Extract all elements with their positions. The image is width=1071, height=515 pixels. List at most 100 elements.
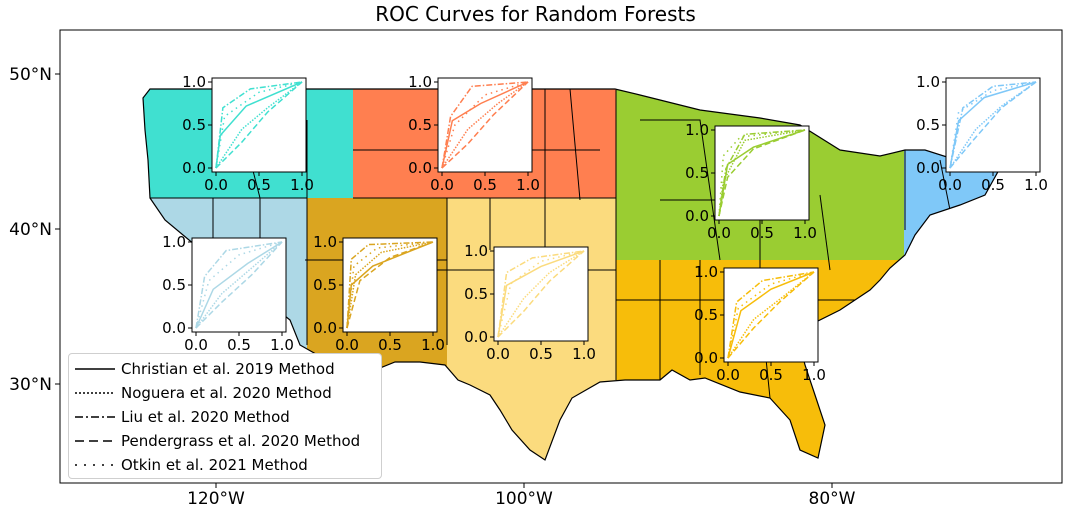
inset-x-tick-label: 1.0 bbox=[290, 176, 314, 194]
roc-series-line bbox=[727, 271, 815, 359]
inset-x-tick-label: 1.0 bbox=[516, 176, 540, 194]
inset-y-tick-label: 0.5 bbox=[162, 276, 186, 294]
roc-series-line bbox=[441, 81, 529, 169]
inset-y-tick-label: 1.0 bbox=[685, 121, 709, 139]
inset-y-tick-label: 0.5 bbox=[916, 116, 940, 134]
roc-series-line bbox=[195, 241, 283, 329]
legend-line-loosely-dotted bbox=[75, 464, 115, 466]
inset-x-tick-label: 0.0 bbox=[335, 336, 359, 354]
inset-frame bbox=[437, 77, 533, 173]
inset-y-tick-label: 1.0 bbox=[916, 73, 940, 91]
inset-x-tick-label: 0.0 bbox=[707, 224, 731, 242]
inset-x-tick-label: 0.5 bbox=[227, 336, 251, 354]
roc-series-line bbox=[441, 81, 529, 169]
inset-y-tick-label: 1.0 bbox=[694, 263, 718, 281]
legend-line-solid bbox=[75, 368, 115, 370]
inset-x-tick-label: 0.5 bbox=[529, 345, 553, 363]
inset-y-tick-label: 0.0 bbox=[162, 319, 186, 337]
roc-inset-southwest: 0.0 0.5 1.0 0.0 0.5 1.0 bbox=[313, 233, 445, 354]
legend-line-dotted bbox=[75, 392, 115, 394]
legend-label: Liu et al. 2020 Method bbox=[121, 408, 290, 426]
legend-label: Christian et al. 2019 Method bbox=[121, 360, 335, 378]
legend-label: Noguera et al. 2020 Method bbox=[121, 384, 332, 402]
inset-x-tick-label: 1.0 bbox=[802, 366, 826, 384]
inset-x-tick-label: 0.5 bbox=[750, 224, 774, 242]
inset-y-tick-label: 0.0 bbox=[313, 319, 337, 337]
legend-entry: Noguera et al. 2020 Method bbox=[69, 382, 381, 404]
inset-x-tick-label: 1.0 bbox=[793, 224, 817, 242]
roc-series-line bbox=[215, 81, 303, 169]
roc-insets: 0.0 0.5 1.00.00.51.00.0 0.5 1.00.00.51.00.0 0… bbox=[162, 73, 1048, 384]
roc-inset-west: 0.0 0.5 1.0 0.0 0.5 1.0 bbox=[162, 233, 294, 354]
legend-entry: Otkin et al. 2021 Method bbox=[69, 454, 381, 476]
inset-y-tick-label: 0.5 bbox=[408, 116, 432, 134]
inset-y-tick-label: 0.0 bbox=[408, 159, 432, 177]
roc-inset-southeast: 0.0 0.5 1.0 0.0 0.5 1.0 bbox=[694, 263, 826, 384]
inset-x-tick-label: 1.0 bbox=[572, 345, 596, 363]
inset-x-tick-label: 1.0 bbox=[270, 336, 294, 354]
inset-y-tick-label: 0.5 bbox=[182, 116, 206, 134]
roc-series-line bbox=[195, 241, 283, 329]
roc-series-line bbox=[497, 250, 585, 338]
inset-x-tick-label: 1.0 bbox=[421, 336, 445, 354]
roc-series-line bbox=[497, 250, 585, 338]
roc-series-line bbox=[346, 241, 434, 329]
legend: Christian et al. 2019 Method Noguera et … bbox=[68, 353, 382, 479]
roc-series-line bbox=[727, 271, 815, 359]
roc-inset-midwest: 0.0 0.5 1.0 0.0 0.5 1.0 bbox=[685, 121, 817, 242]
roc-series-line bbox=[195, 241, 283, 329]
inset-y-tick-label: 0.0 bbox=[182, 159, 206, 177]
legend-line-dashed bbox=[75, 440, 115, 442]
roc-series-line bbox=[949, 81, 1037, 169]
roc-series-line bbox=[949, 81, 1037, 169]
inset-x-tick-label: 0.5 bbox=[981, 176, 1005, 194]
roc-inset-northern-plains: 0.0 0.5 1.0 0.0 0.5 1.0 bbox=[408, 73, 540, 194]
inset-x-tick-label: 0.0 bbox=[184, 336, 208, 354]
roc-inset-northeast: 0.0 0.5 1.0 0.0 0.5 1.0 bbox=[916, 73, 1048, 194]
roc-series-line bbox=[346, 241, 434, 329]
roc-inset-southern-plains: 0.0 0.5 1.0 0.0 0.5 1.0 bbox=[464, 242, 596, 363]
roc-series-line bbox=[195, 241, 283, 329]
inset-frame bbox=[723, 267, 819, 363]
roc-series-line bbox=[346, 241, 434, 329]
inset-y-tick-label: 0.5 bbox=[685, 164, 709, 182]
roc-inset-northwest: 0.0 0.5 1.0 0.0 0.5 1.0 bbox=[182, 73, 314, 194]
inset-x-tick-label: 0.0 bbox=[430, 176, 454, 194]
inset-x-tick-label: 0.5 bbox=[473, 176, 497, 194]
roc-series-line bbox=[441, 81, 529, 169]
inset-x-tick-label: 0.0 bbox=[486, 345, 510, 363]
inset-y-tick-label: 0.5 bbox=[694, 306, 718, 324]
roc-series-line bbox=[727, 271, 815, 359]
roc-series-line bbox=[441, 81, 529, 169]
inset-x-tick-label: 0.5 bbox=[759, 366, 783, 384]
map-axes: 120°W 100°W 80°W 50°N 40°N 30°N bbox=[9, 65, 856, 509]
lat-tick-label: 40°N bbox=[9, 220, 52, 240]
roc-series-line bbox=[441, 81, 529, 169]
inset-frame bbox=[493, 246, 589, 342]
roc-series-line bbox=[497, 250, 585, 338]
inset-y-tick-label: 0.0 bbox=[464, 328, 488, 346]
inset-y-tick-label: 0.5 bbox=[464, 285, 488, 303]
roc-series-line bbox=[718, 129, 806, 217]
legend-label: Otkin et al. 2021 Method bbox=[121, 456, 308, 474]
inset-y-tick-label: 1.0 bbox=[313, 233, 337, 251]
inset-frame bbox=[714, 125, 810, 221]
roc-series-line bbox=[497, 250, 585, 338]
lon-tick-label: 120°W bbox=[187, 489, 245, 509]
lat-tick-label: 30°N bbox=[9, 375, 52, 395]
lat-tick-label: 50°N bbox=[9, 65, 52, 85]
legend-line-dashdot bbox=[75, 416, 115, 418]
legend-entry: Pendergrass et al. 2020 Method bbox=[69, 430, 381, 452]
inset-y-tick-label: 1.0 bbox=[182, 73, 206, 91]
roc-series-line bbox=[215, 81, 303, 169]
roc-series-line bbox=[718, 129, 806, 217]
inset-x-tick-label: 0.5 bbox=[378, 336, 402, 354]
lon-tick-label: 80°W bbox=[809, 489, 856, 509]
inset-x-tick-label: 1.0 bbox=[1024, 176, 1048, 194]
inset-x-tick-label: 0.0 bbox=[938, 176, 962, 194]
inset-x-tick-label: 0.0 bbox=[204, 176, 228, 194]
inset-y-tick-label: 0.0 bbox=[685, 207, 709, 225]
inset-y-tick-label: 0.5 bbox=[313, 276, 337, 294]
inset-y-tick-label: 1.0 bbox=[464, 242, 488, 260]
